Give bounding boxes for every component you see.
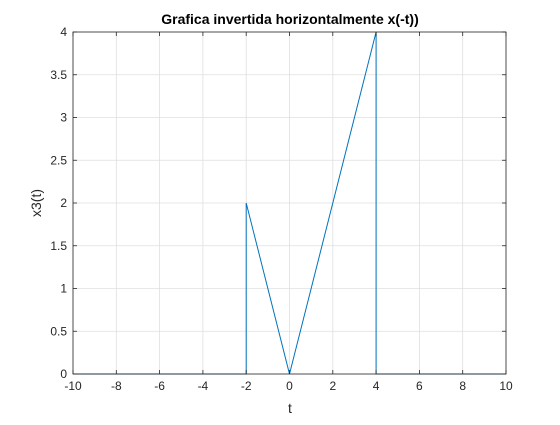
y-axis-label: x3(t) <box>28 189 44 217</box>
y-tick-label: 2 <box>60 196 67 210</box>
x-tick-label: -4 <box>198 379 209 393</box>
x-tick-label: 0 <box>286 379 293 393</box>
y-tick-label: 0 <box>60 367 67 381</box>
x-tick-label: -2 <box>241 379 252 393</box>
y-tick-label: 1 <box>60 282 67 296</box>
y-tick-label: 2.5 <box>50 153 67 167</box>
x-tick-label: 8 <box>459 379 466 393</box>
x-tick-label: -10 <box>64 379 82 393</box>
x-tick-label: 6 <box>416 379 423 393</box>
x-tick-label: 10 <box>499 379 513 393</box>
x-tick-label: 2 <box>329 379 336 393</box>
y-tick-label: 3.5 <box>50 68 67 82</box>
x-tick-label: -6 <box>154 379 165 393</box>
chart-title: Grafica invertida horizontalmente x(-t)) <box>161 11 418 27</box>
x-tick-label: -8 <box>111 379 122 393</box>
y-tick-label: 4 <box>60 25 67 39</box>
y-tick-label: 0.5 <box>50 324 67 338</box>
x-axis-label: t <box>288 400 292 416</box>
ticks: -10 -8 -6 -4 -2 0 2 4 6 8 10 0 0.5 1 1.5 2 2.5 3 3.5 4 <box>50 25 513 393</box>
y-tick-label: 1.5 <box>50 239 67 253</box>
y-tick-label: 3 <box>60 111 67 125</box>
x-tick-label: 4 <box>373 379 380 393</box>
